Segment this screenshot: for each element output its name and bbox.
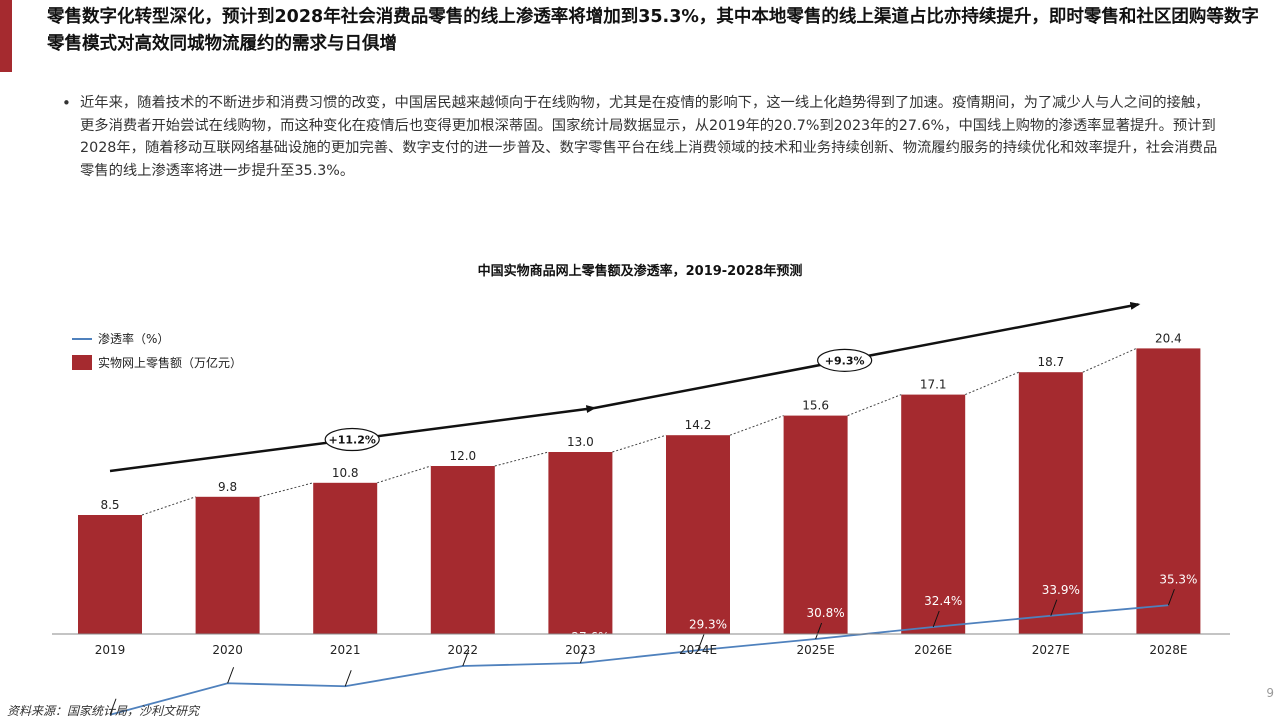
bar-value-label: 9.8: [218, 480, 237, 494]
bar-value-label: 13.0: [567, 435, 594, 449]
bar-2027E: [1018, 372, 1083, 634]
source-note: 资料来源：国家统计局，沙利文研究: [7, 704, 200, 718]
bar-value-label: 17.1: [920, 378, 947, 392]
bar-connector: [259, 482, 314, 498]
bar-2023: [548, 452, 613, 634]
page-headline: 零售数字化转型深化，预计到2028年社会消费品零售的线上渗透率将增加到35.3%…: [47, 7, 1259, 54]
bar-value-label: 15.6: [802, 399, 829, 413]
cagr-badge-2023-2028-text: +9.3%: [825, 354, 865, 367]
penetration-label: 30.8%: [807, 606, 845, 620]
chart-title: 中国实物商品网上零售额及渗透率，2019-2028年预测: [477, 264, 803, 279]
x-tick-label: 2023: [565, 643, 596, 657]
legend-bar-swatch: [72, 355, 92, 370]
bar-connector: [729, 415, 784, 436]
bullet-text: 近年来，随着技术的不断进步和消费习惯的改变，中国居民越来越倾向于在线购物，尤其是…: [80, 95, 1218, 179]
bar-value-label: 12.0: [449, 449, 476, 463]
leader-line: [1050, 599, 1058, 616]
x-tick-label: 2028E: [1149, 643, 1187, 657]
penetration-line: [109, 604, 1169, 716]
leader-line: [932, 610, 940, 628]
bar-2022: [430, 466, 495, 634]
x-tick-label: 2025E: [797, 643, 835, 657]
x-tick-label: 2026E: [914, 643, 952, 657]
trend-arrows: +11.2% +9.3%: [109, 301, 1141, 473]
bar-connector: [965, 371, 1019, 396]
bar-2028E: [1136, 348, 1201, 634]
penetration-label: 35.3%: [1159, 572, 1197, 586]
leader-line: [579, 646, 587, 664]
cagr-badge-2023-2028: [817, 348, 873, 372]
page-number: 9: [1266, 686, 1274, 700]
bar-value-label: 10.8: [332, 466, 359, 480]
penetration-label: 27.2%: [454, 633, 492, 647]
x-tick-label: 2019: [95, 643, 126, 657]
bar-value-label: 14.2: [685, 418, 712, 432]
bar-connector: [141, 496, 196, 516]
x-tick-label: 2027E: [1032, 643, 1070, 657]
leader-line: [109, 698, 117, 715]
penetration-label: 20.7%: [101, 682, 139, 696]
penetration-label: 32.4%: [924, 594, 962, 608]
x-tick-label: 2022: [448, 643, 479, 657]
leader-line: [227, 667, 235, 684]
x-tick-label: 2020: [212, 643, 243, 657]
bar-connector: [1082, 347, 1137, 373]
cagr-badge-2019-2023: [324, 427, 380, 452]
bar-value-label: 8.5: [100, 498, 119, 512]
chart-legend: 渗透率（%） 实物网上零售额（万亿元）: [72, 331, 242, 370]
penetration-label: 33.9%: [1042, 583, 1080, 597]
bar-2026E: [901, 394, 966, 634]
leader-line: [815, 622, 823, 640]
bar-value-label: 18.7: [1037, 355, 1064, 369]
leader-line: [462, 649, 470, 667]
labels-layer: 8.5 9.8 10.8 12.0 13.0 14.2 15.6 17.1 18.7 20.4 20…: [100, 331, 1197, 715]
bar-value-label: 20.4: [1155, 331, 1182, 345]
legend-bar-label: 实物网上零售额（万亿元）: [98, 355, 242, 370]
bar-connector: [377, 465, 431, 484]
leader-line: [697, 634, 705, 651]
x-tick-label: 2021: [330, 643, 361, 657]
bar-2020: [195, 496, 260, 634]
leader-line: [344, 670, 352, 687]
bars-layer: [78, 348, 1201, 634]
penetration-label: 24.9%: [219, 650, 257, 664]
bar-2021: [313, 482, 378, 634]
bar-2019: [78, 515, 142, 634]
bar-connector: [847, 394, 902, 417]
title-accent-bar: [0, 0, 12, 72]
bar-2025E: [783, 415, 848, 634]
penetration-label: 27.6%: [571, 630, 609, 644]
leader-line: [1167, 589, 1175, 606]
bar-connectors: [141, 347, 1137, 516]
bar-connector: [494, 451, 549, 467]
penetration-label: 29.3%: [689, 617, 727, 631]
penetration-line-layer: [109, 604, 1169, 716]
penetration-label: 24.5%: [336, 653, 374, 667]
x-tick-label: 2024E: [679, 643, 717, 657]
x-axis: 2019 2020 2021 2022 2023 2024E 2025E 2026E 2027E…: [52, 633, 1230, 657]
cagr-badge-2019-2023-text: +11.2%: [329, 434, 376, 447]
bar-connector: [612, 434, 667, 453]
legend-line-label: 渗透率（%）: [98, 331, 169, 346]
bar-2024E: [666, 435, 730, 634]
bullet-marker: •: [62, 94, 71, 112]
